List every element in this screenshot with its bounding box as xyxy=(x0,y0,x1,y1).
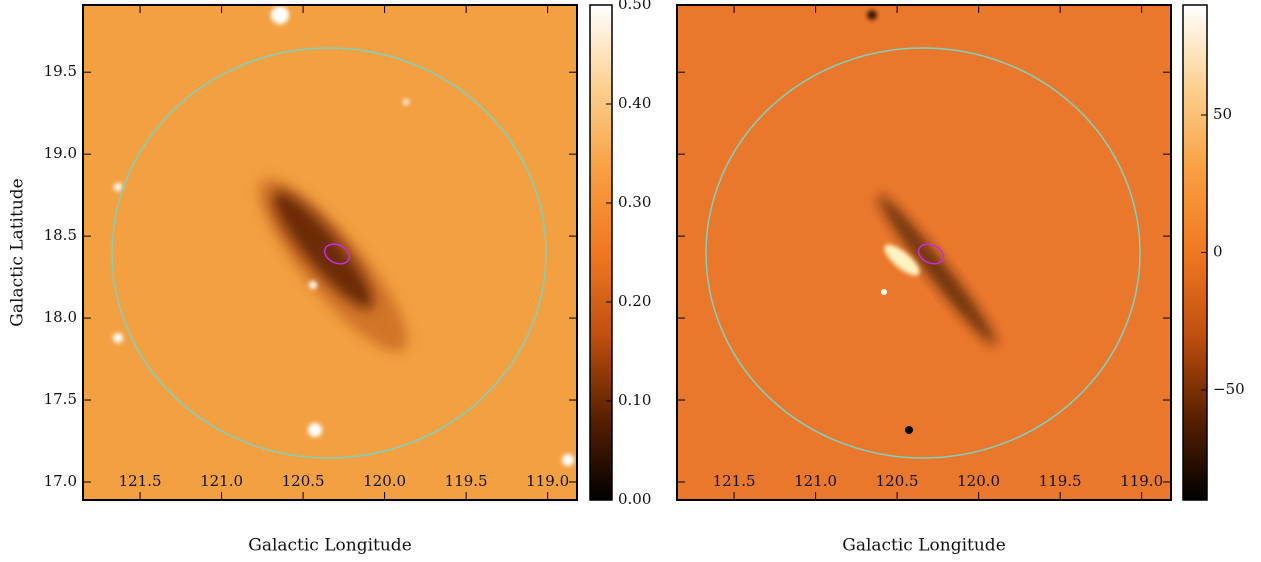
colorbar-tick-label: 0.30 xyxy=(618,193,651,211)
star xyxy=(271,6,289,24)
x-tick-label: 120.0 xyxy=(957,472,1000,490)
star xyxy=(114,183,122,191)
x-tick-label: 119.5 xyxy=(445,472,488,490)
bright-patch xyxy=(884,244,920,276)
colorbar-tick-label: 0.40 xyxy=(618,94,651,112)
star xyxy=(867,10,877,20)
frame xyxy=(82,4,578,501)
dark-lane-halo xyxy=(258,178,408,352)
y-axis-label: Galactic Latitude xyxy=(8,178,28,326)
y-tick-label: 18.0 xyxy=(44,308,77,326)
frame xyxy=(676,4,1172,501)
star xyxy=(113,333,123,343)
x-tick-label: 119.0 xyxy=(526,472,569,490)
x-tick-label: 121.0 xyxy=(200,472,243,490)
x-tick-label: 119.5 xyxy=(1039,472,1082,490)
star xyxy=(309,281,317,289)
x-tick-label: 119.0 xyxy=(1120,472,1163,490)
x-axis-label: Galactic Longitude xyxy=(248,536,412,556)
image xyxy=(677,5,1171,500)
colorbar-tick-label: 0 xyxy=(1213,243,1223,261)
x-axis-label: Galactic Longitude xyxy=(842,536,1006,556)
source-ellipse xyxy=(323,243,351,265)
dark-lane xyxy=(877,194,997,346)
x-tick-label: 120.5 xyxy=(876,472,919,490)
x-tick-label: 121.5 xyxy=(119,472,162,490)
colorbar-tick-label: −50 xyxy=(1213,380,1245,398)
source-ellipse xyxy=(917,243,945,265)
x-tick-label: 120.0 xyxy=(363,472,406,490)
colorbar-tick-label: 0.00 xyxy=(618,490,651,508)
star xyxy=(905,426,913,434)
colorbar-tick-label: 0.50 xyxy=(618,0,651,13)
x-tick-label: 121.0 xyxy=(794,472,837,490)
colorbar-tick-label: 0.20 xyxy=(618,292,651,310)
x-tick-label: 121.5 xyxy=(713,472,756,490)
star xyxy=(562,454,574,466)
field-circle xyxy=(705,47,1141,459)
colorbar-tick-label: 50 xyxy=(1213,105,1232,123)
image xyxy=(83,5,577,500)
x-tick-label: 120.5 xyxy=(282,472,325,490)
colorbar-tick-label: 0.10 xyxy=(618,391,651,409)
y-tick-label: 18.5 xyxy=(44,226,77,244)
star xyxy=(308,423,322,437)
y-tick-label: 19.5 xyxy=(44,62,77,80)
y-tick-label: 17.0 xyxy=(44,472,77,490)
star xyxy=(403,99,409,105)
star xyxy=(881,289,887,295)
y-tick-label: 19.0 xyxy=(44,144,77,162)
field-circle xyxy=(111,47,547,459)
colorbar xyxy=(589,4,613,501)
y-tick-label: 17.5 xyxy=(44,390,77,408)
